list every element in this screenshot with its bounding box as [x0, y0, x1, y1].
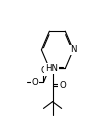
- Text: HN: HN: [45, 64, 58, 73]
- Text: O: O: [31, 78, 38, 87]
- Text: O: O: [40, 66, 47, 75]
- Text: O: O: [59, 81, 66, 90]
- Text: N: N: [70, 45, 77, 54]
